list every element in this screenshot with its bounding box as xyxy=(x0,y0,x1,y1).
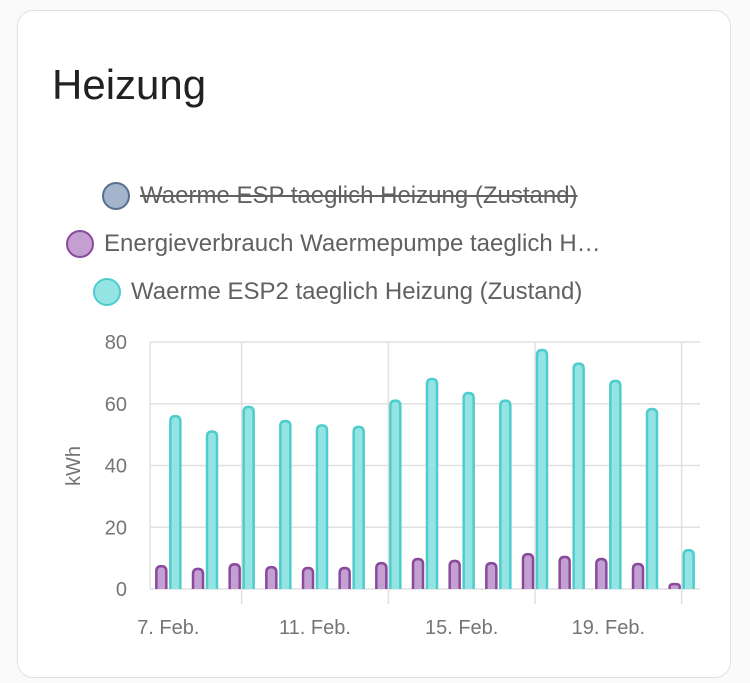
legend-dot-icon xyxy=(102,182,130,210)
bar-energieverbrauch xyxy=(228,563,241,589)
heizung-card: Heizung xyxy=(17,10,731,678)
bar-waerme-esp2 xyxy=(535,348,549,589)
bar-energieverbrauch xyxy=(301,566,315,589)
bar-waerme-esp2 xyxy=(462,391,475,589)
y-tick-label: 0 xyxy=(116,579,127,601)
x-tick-label: 15. Feb. xyxy=(425,617,498,639)
y-tick-label: 40 xyxy=(105,456,127,478)
y-tick-label: 20 xyxy=(105,517,127,539)
bar-energieverbrauch xyxy=(338,566,351,589)
bar-energieverbrauch xyxy=(558,555,571,589)
bar-energieverbrauch xyxy=(521,552,535,589)
bar-waerme-esp2 xyxy=(682,548,695,589)
legend-item-waerme-esp2[interactable]: Waerme ESP2 taeglich Heizung (Zustand) xyxy=(93,278,582,306)
legend-item-waerme-esp[interactable]: Waerme ESP taeglich Heizung (Zustand) xyxy=(102,182,578,210)
x-tick-label: 11. Feb. xyxy=(279,617,351,639)
y-tick-label: 80 xyxy=(105,332,127,354)
card-title: Heizung xyxy=(52,61,207,108)
bar-waerme-esp2 xyxy=(169,414,182,589)
x-tick-label: 7. Feb. xyxy=(137,617,199,639)
bar-energieverbrauch xyxy=(595,557,608,589)
y-tick-label: 60 xyxy=(105,394,127,416)
y-axis-label: kWh xyxy=(63,446,85,486)
bar-energieverbrauch xyxy=(448,559,461,589)
bar-energieverbrauch xyxy=(155,564,168,589)
bar-energieverbrauch xyxy=(668,582,681,589)
bar-waerme-esp2 xyxy=(572,362,585,589)
legend-dot-icon xyxy=(93,278,121,306)
legend-item-energieverbrauch[interactable]: Energieverbrauch Waermepumpe taeglich H… xyxy=(66,230,601,258)
bar-waerme-esp2 xyxy=(205,430,219,589)
bar-waerme-esp2 xyxy=(389,399,402,589)
x-tick-label: 19. Feb. xyxy=(572,617,645,639)
bar-waerme-esp2 xyxy=(425,377,439,589)
bar-waerme-esp2 xyxy=(315,424,329,589)
bar-waerme-esp2 xyxy=(279,419,292,589)
legend-label: Energieverbrauch Waermepumpe taeglich H… xyxy=(104,230,601,257)
bar-waerme-esp2 xyxy=(242,405,255,589)
legend-label: Waerme ESP2 taeglich Heizung (Zustand) xyxy=(131,278,583,305)
bar-energieverbrauch xyxy=(411,557,425,589)
bar-energieverbrauch xyxy=(485,561,498,589)
bar-energieverbrauch xyxy=(265,565,278,589)
bar-waerme-esp2 xyxy=(645,407,659,589)
bar-energieverbrauch xyxy=(191,567,205,589)
bar-waerme-esp2 xyxy=(499,399,512,589)
legend-dot-icon xyxy=(66,230,94,258)
bar-energieverbrauch xyxy=(375,561,388,589)
bar-energieverbrauch xyxy=(631,562,645,589)
bar-waerme-esp2 xyxy=(352,425,365,589)
legend-label: Waerme ESP taeglich Heizung (Zustand) xyxy=(140,182,578,209)
bar-waerme-esp2 xyxy=(609,379,622,589)
